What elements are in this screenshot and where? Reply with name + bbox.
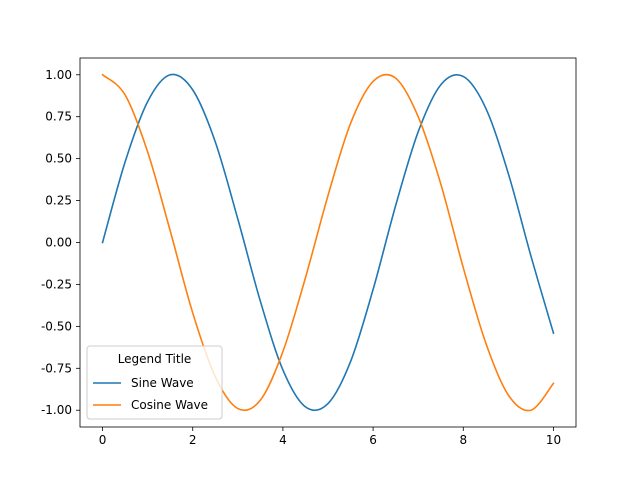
legend-label-cosine-wave: Cosine Wave <box>131 398 208 412</box>
series-layer <box>101 73 555 412</box>
x-axis: 0 2 4 6 8 10 <box>99 427 561 447</box>
y-tick-label: 0.00 <box>45 236 72 250</box>
legend-box <box>86 345 223 420</box>
legend-title: Legend Title <box>118 352 192 366</box>
legend-label-sine-wave: Sine Wave <box>131 376 194 390</box>
y-tick-label: -1.00 <box>41 403 72 417</box>
y-tick-label: -0.50 <box>41 319 72 333</box>
x-tick-label: 4 <box>279 433 287 447</box>
y-tick-label: -0.25 <box>41 277 72 291</box>
series-line-cosine-wave <box>101 73 555 412</box>
series-line-sine-wave <box>101 73 555 412</box>
x-tick-label: 0 <box>99 433 107 447</box>
x-tick-label: 10 <box>546 433 561 447</box>
x-tick-label: 8 <box>459 433 467 447</box>
legend[interactable]: Legend Title Sine Wave Cosine Wave <box>86 345 223 420</box>
y-axis: 1.00 0.75 0.50 0.25 0.00 -0.25 -0.50 -0.75 -1.00 <box>41 68 80 417</box>
y-tick-label: 0.75 <box>45 110 72 124</box>
x-tick-label: 6 <box>369 433 377 447</box>
y-tick-label: 0.25 <box>45 194 72 208</box>
x-tick-label: 2 <box>189 433 197 447</box>
legend-items: Sine Wave Cosine Wave <box>93 376 208 412</box>
y-tick-label: 1.00 <box>45 68 72 82</box>
y-tick-label: -0.75 <box>41 361 72 375</box>
y-tick-label: 0.50 <box>45 152 72 166</box>
